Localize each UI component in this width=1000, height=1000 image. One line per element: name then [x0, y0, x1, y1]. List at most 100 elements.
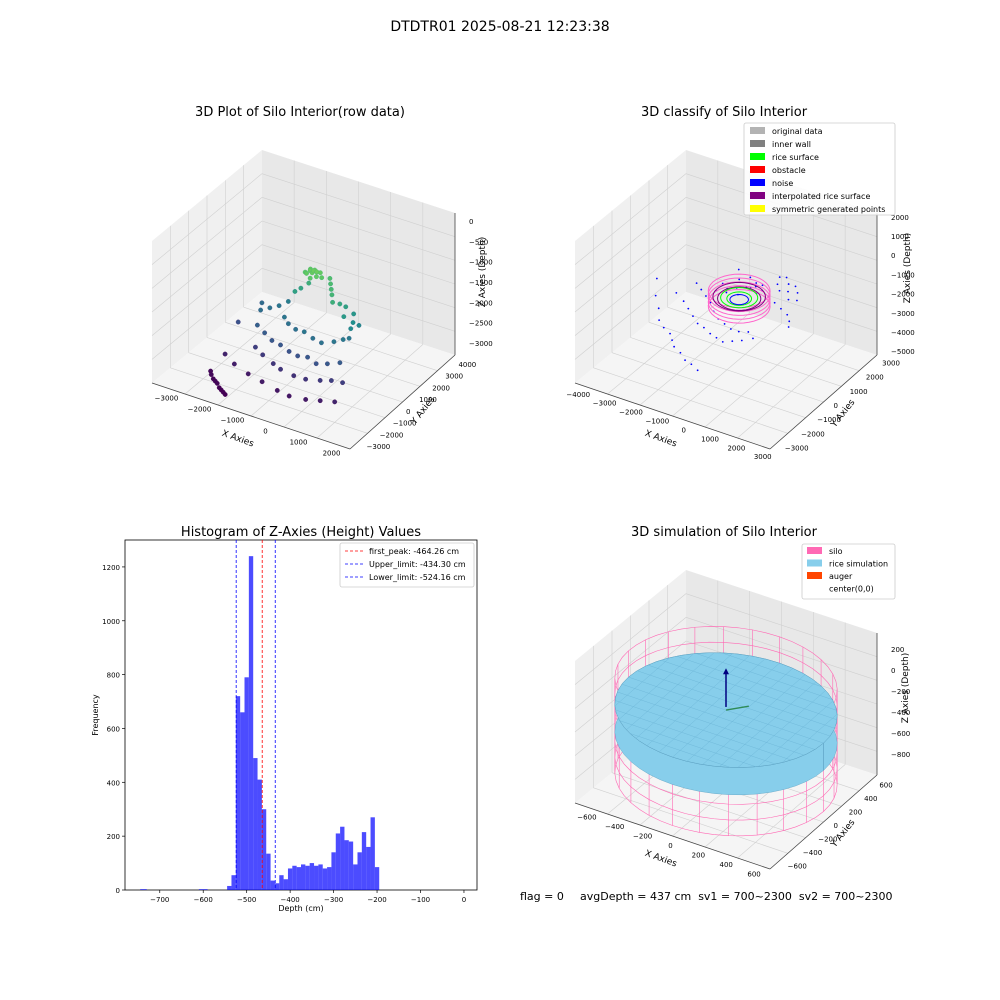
legend-swatch — [807, 547, 822, 554]
y-tick-label: 0 — [406, 408, 410, 416]
noise-point — [673, 345, 676, 348]
noise-point — [655, 277, 658, 280]
scatter-point — [327, 275, 333, 281]
scatter-point — [319, 340, 324, 346]
histogram-bar — [348, 841, 354, 890]
histogram-bar — [374, 867, 380, 890]
histogram-bar — [274, 883, 280, 890]
rice-mesh — [721, 652, 823, 688]
y-tick-label: −1000 — [817, 416, 841, 424]
axis-line — [769, 774, 878, 870]
legend-label: center(0,0) — [829, 585, 874, 594]
panel-raw-3d-scatter: 3D Plot of Silo Interior(row data) −3000… — [151, 105, 493, 458]
x-tick-label: −2000 — [188, 406, 212, 414]
y-tick-label: 1200 — [102, 564, 120, 572]
histogram-bar — [198, 889, 208, 890]
x-tick-label: 2000 — [727, 444, 745, 452]
scatter-point — [291, 373, 297, 379]
legend-label: rice surface — [772, 153, 819, 162]
noise-point — [658, 319, 661, 322]
scatter-point — [329, 292, 335, 298]
x-tick-label: −300 — [324, 896, 343, 904]
noise-point — [794, 285, 797, 288]
noise-point — [778, 289, 781, 292]
ring — [729, 294, 749, 306]
histogram-bar — [292, 865, 297, 890]
y-tick-label: 600 — [107, 725, 120, 733]
histogram-bar — [240, 712, 245, 890]
histogram-bar — [305, 865, 310, 890]
scatter-point — [328, 378, 334, 383]
histogram-bar — [270, 880, 275, 890]
histogram-bar — [301, 864, 306, 890]
scatter-point — [278, 342, 283, 348]
x-tick-label: 1000 — [290, 439, 308, 447]
histogram-bar — [314, 865, 319, 890]
legend-box — [801, 543, 896, 600]
histogram-bar — [283, 879, 288, 890]
scatter-point — [254, 322, 260, 328]
x-tick-label: −1000 — [221, 417, 245, 425]
scatter-point — [285, 321, 291, 327]
noise-point — [787, 326, 790, 328]
scatter-point — [310, 335, 316, 341]
x-tick-label: 2000 — [323, 450, 341, 458]
y-tick-label: 400 — [107, 779, 120, 787]
noise-point — [787, 290, 789, 293]
grid-line — [574, 173, 687, 265]
y-tick-label: −3000 — [367, 443, 391, 451]
axis-line — [574, 802, 771, 870]
noise-point — [787, 298, 790, 301]
legend-label: first_peak: -464.26 cm — [369, 547, 459, 556]
legend-swatch — [750, 192, 765, 199]
scatter-point — [303, 376, 309, 382]
y-tick-label: 0 — [116, 887, 120, 895]
scatter-point — [295, 353, 301, 359]
scatter-point — [286, 393, 292, 399]
x-tick-label: 0 — [263, 428, 267, 436]
scatter-point — [319, 275, 325, 281]
panel-simulation-3d: 3D simulation of Silo Interior −600 −400 −… — [574, 525, 911, 878]
noise-point — [788, 320, 791, 323]
legend-swatch — [807, 559, 822, 567]
x-tick-label: 0 — [668, 842, 672, 850]
histogram-bar — [244, 677, 249, 890]
z-tick-label: −3000 — [891, 310, 915, 318]
scatter-point — [259, 379, 265, 385]
legend-swatch — [807, 572, 822, 579]
noise-point — [679, 351, 682, 354]
z-tick-label: −2500 — [469, 320, 493, 328]
scatter-point — [292, 289, 298, 294]
z-tick-label: 200 — [891, 646, 904, 654]
legend-box — [339, 542, 475, 588]
noise-point — [749, 276, 752, 279]
z-tick-label: −500 — [469, 238, 488, 246]
scatter-point — [214, 380, 220, 386]
histogram-bar — [140, 889, 147, 890]
scatter-point — [348, 326, 354, 332]
x-tick-label: 600 — [747, 870, 760, 878]
z-tick-label: 0 — [891, 252, 895, 260]
scatter-point — [267, 305, 273, 311]
noise-point — [725, 291, 728, 294]
histogram-bar — [318, 864, 323, 890]
histogram-bar — [340, 826, 345, 890]
x-axis-label: X Axies — [643, 429, 678, 450]
noise-point — [737, 330, 740, 333]
y-tick-label: 4000 — [458, 361, 476, 369]
ring — [720, 287, 759, 309]
noise-point — [684, 359, 686, 362]
axis-line — [574, 382, 771, 450]
legend-label: symmetric generated points — [772, 205, 885, 214]
z-tick-label: −200 — [891, 688, 910, 696]
x-tick-label: 0 — [462, 896, 466, 904]
noise-point — [696, 322, 699, 325]
scatter-point — [331, 339, 337, 345]
z-tick-label: 2000 — [891, 214, 909, 222]
rice-mesh — [686, 668, 794, 762]
x-tick-label: −100 — [411, 896, 430, 904]
scatter-point — [305, 354, 310, 360]
noise-point — [786, 313, 789, 316]
z-tick-label: −2000 — [469, 299, 493, 307]
noise-point — [715, 336, 718, 339]
